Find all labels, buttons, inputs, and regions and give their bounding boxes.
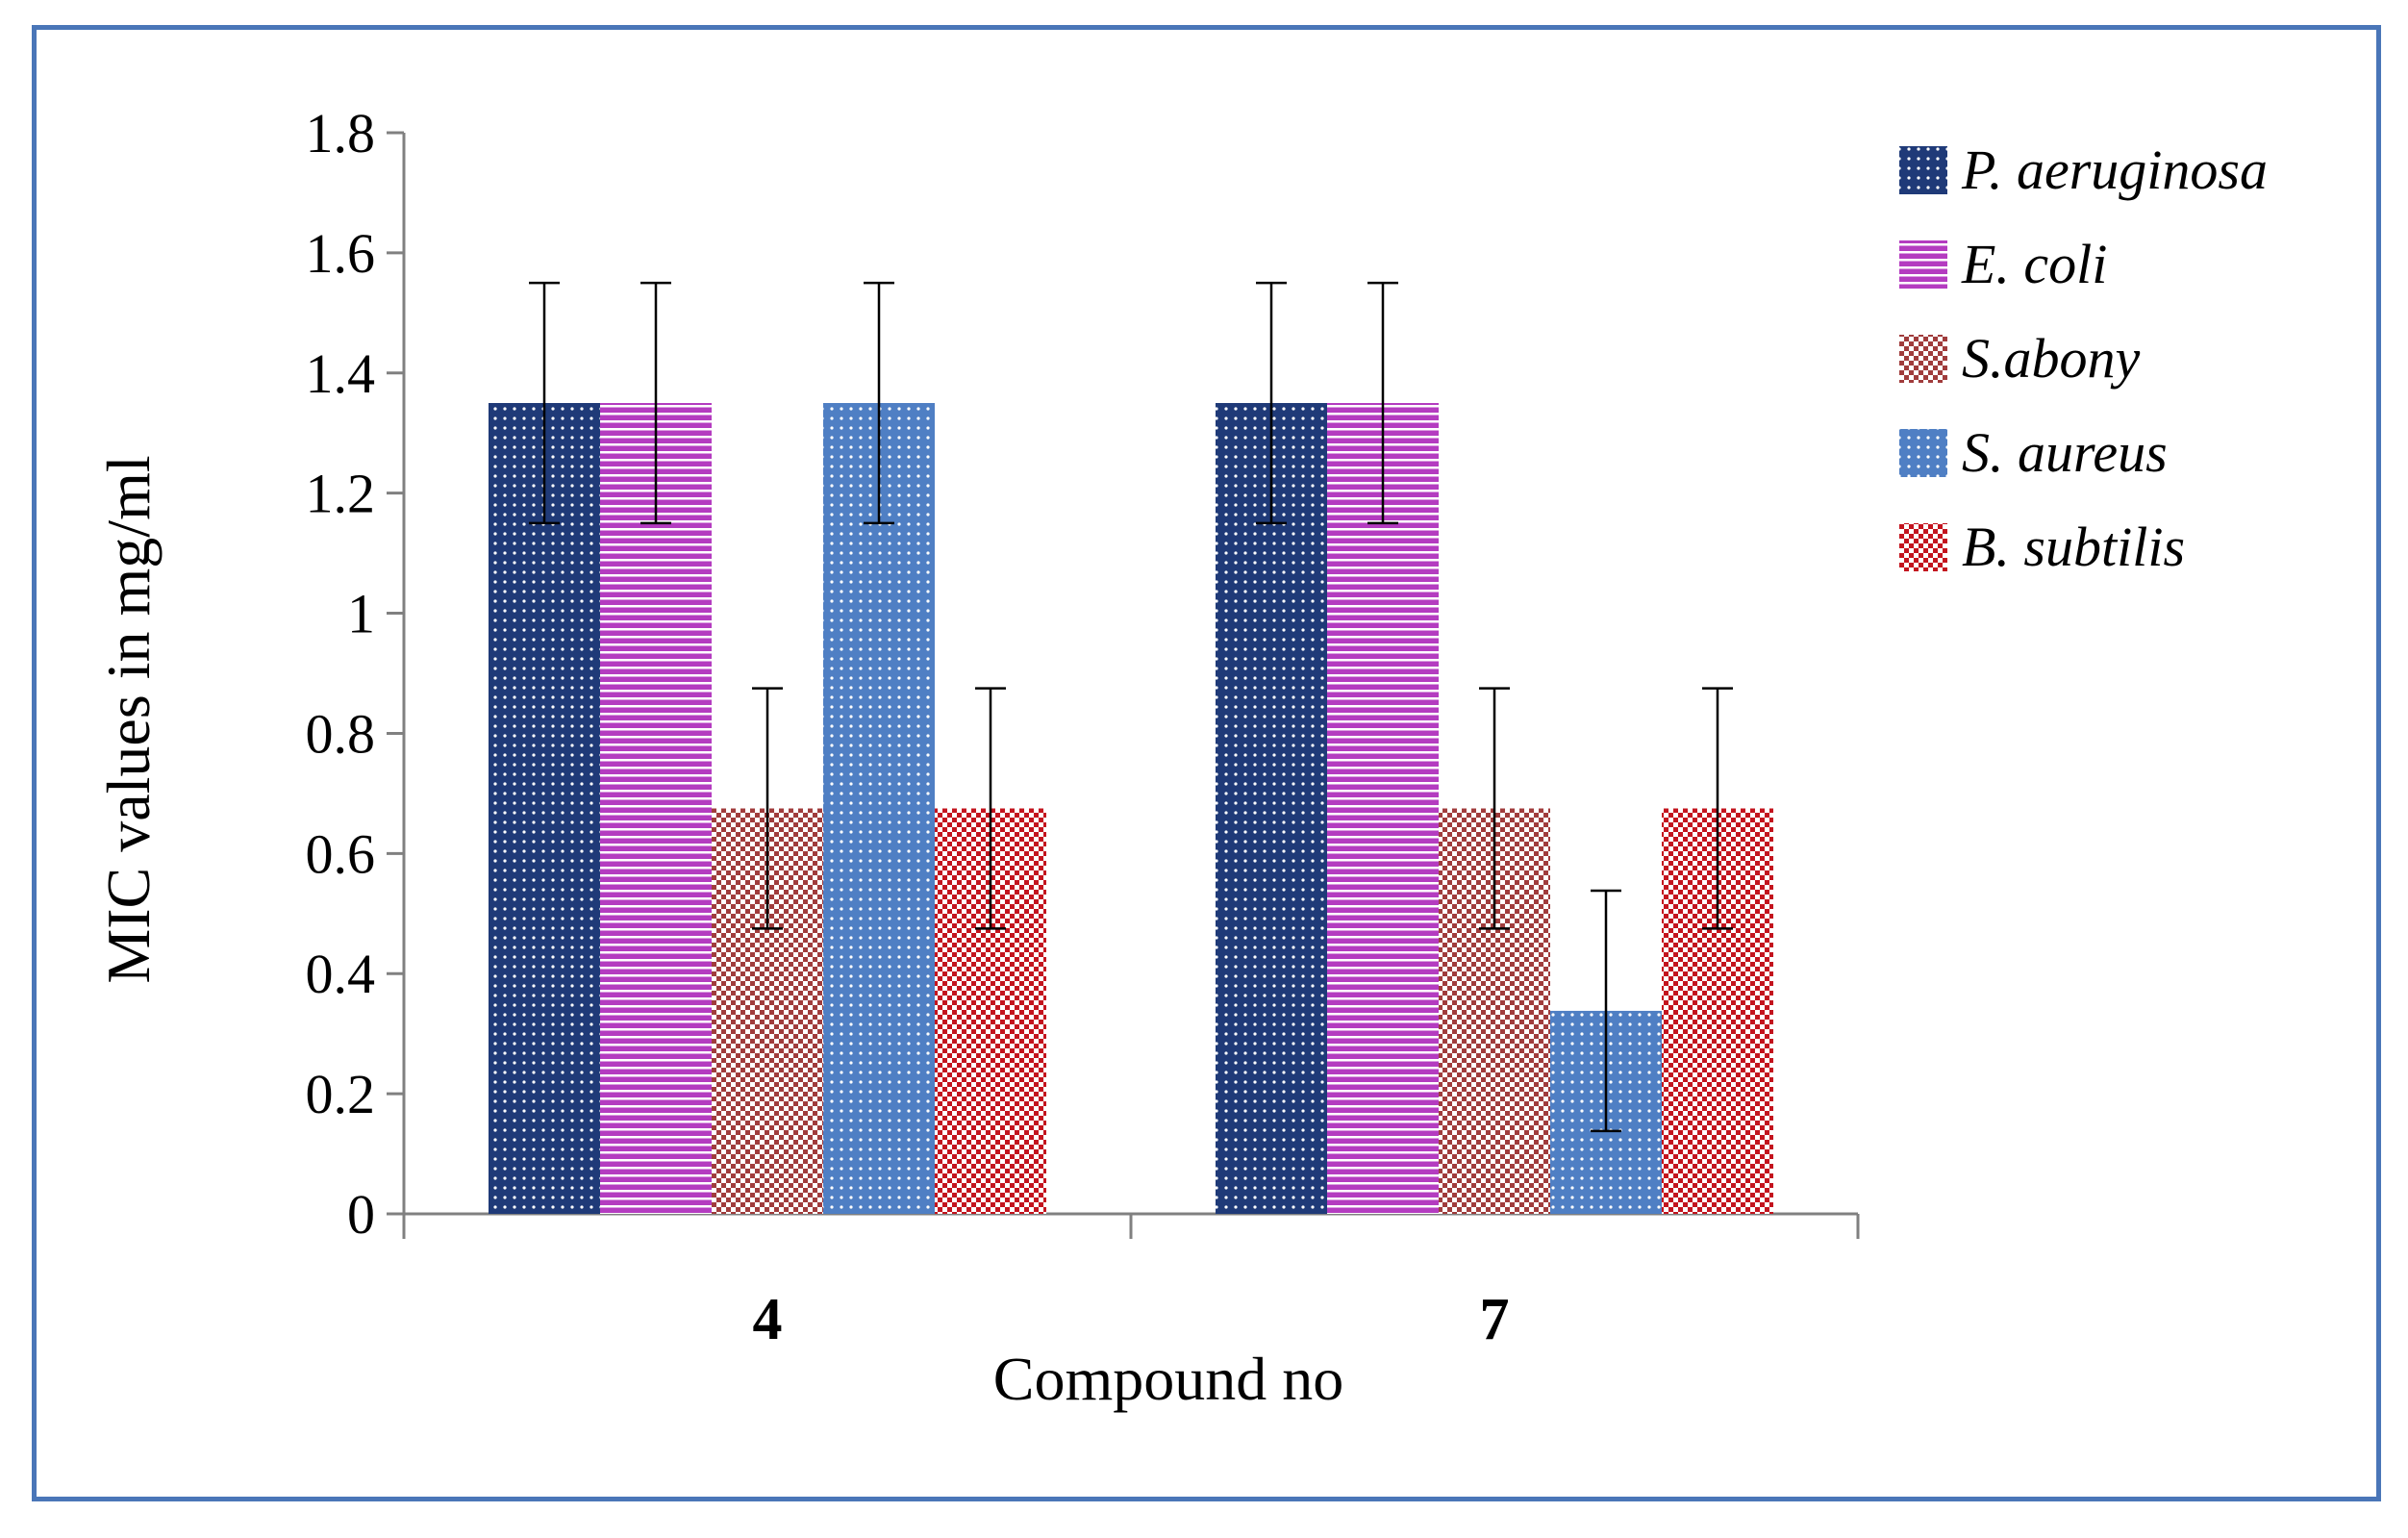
error-bar: [1702, 687, 1733, 930]
x-axis-title: Compound no: [993, 1345, 1343, 1413]
error-bar: [1479, 687, 1510, 930]
error-bar: [752, 687, 783, 930]
legend-swatch: [1899, 523, 1947, 571]
legend-label: B. subtilis: [1962, 516, 2185, 578]
legend-swatch: [1899, 146, 1947, 194]
y-tick-label: 1.8: [306, 102, 376, 164]
y-tick-label: 1.2: [306, 463, 376, 525]
bar: [489, 403, 600, 1214]
error-bar: [864, 281, 894, 525]
error-bars: [529, 281, 1733, 1133]
y-tick-label: 1.6: [306, 222, 376, 285]
y-tick-label: 0.4: [306, 943, 376, 1005]
error-bar: [1591, 889, 1621, 1133]
error-bar: [529, 281, 560, 525]
legend-swatch: [1899, 240, 1947, 289]
y-axis-title: MIC values in mg/ml: [94, 455, 163, 983]
y-tick-label: 0.2: [306, 1063, 376, 1125]
y-tick-label: 0.6: [306, 822, 376, 885]
category-label: 4: [753, 1287, 783, 1352]
y-tick-label: 1: [347, 583, 375, 645]
y-tick-label: 0.8: [306, 702, 376, 765]
legend: P. aeruginosa E. coli S.abony S. aureus B. s…: [1899, 139, 2268, 578]
legend-swatch: [1899, 429, 1947, 477]
category-label: 7: [1480, 1287, 1510, 1352]
figure-frame: [32, 25, 2381, 1501]
error-bar: [975, 687, 1006, 930]
axis-labels: MIC values in mg/ml Compound no: [94, 455, 1343, 1413]
error-bar: [1256, 281, 1287, 525]
error-bar: [1367, 281, 1398, 525]
legend-label: S. aureus: [1962, 421, 2168, 484]
bar: [600, 403, 712, 1214]
legend-label: P. aeruginosa: [1961, 139, 2268, 201]
error-bar: [640, 281, 671, 525]
legend-label: S.abony: [1962, 327, 2141, 390]
y-tick-label: 0: [347, 1183, 375, 1246]
bars: [489, 403, 1773, 1214]
bar: [1216, 403, 1327, 1214]
legend-label: E. coli: [1961, 233, 2107, 295]
bar: [1327, 403, 1439, 1214]
bar: [823, 403, 935, 1214]
legend-swatch: [1899, 335, 1947, 383]
y-tick-label: 1.4: [306, 342, 376, 405]
